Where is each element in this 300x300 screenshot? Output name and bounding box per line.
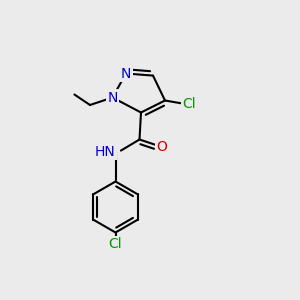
Text: N: N: [121, 67, 131, 80]
Text: Cl: Cl: [109, 237, 122, 251]
Text: Cl: Cl: [182, 97, 196, 110]
Text: N: N: [107, 91, 118, 104]
Text: HN: HN: [95, 145, 116, 158]
Text: O: O: [157, 140, 167, 154]
